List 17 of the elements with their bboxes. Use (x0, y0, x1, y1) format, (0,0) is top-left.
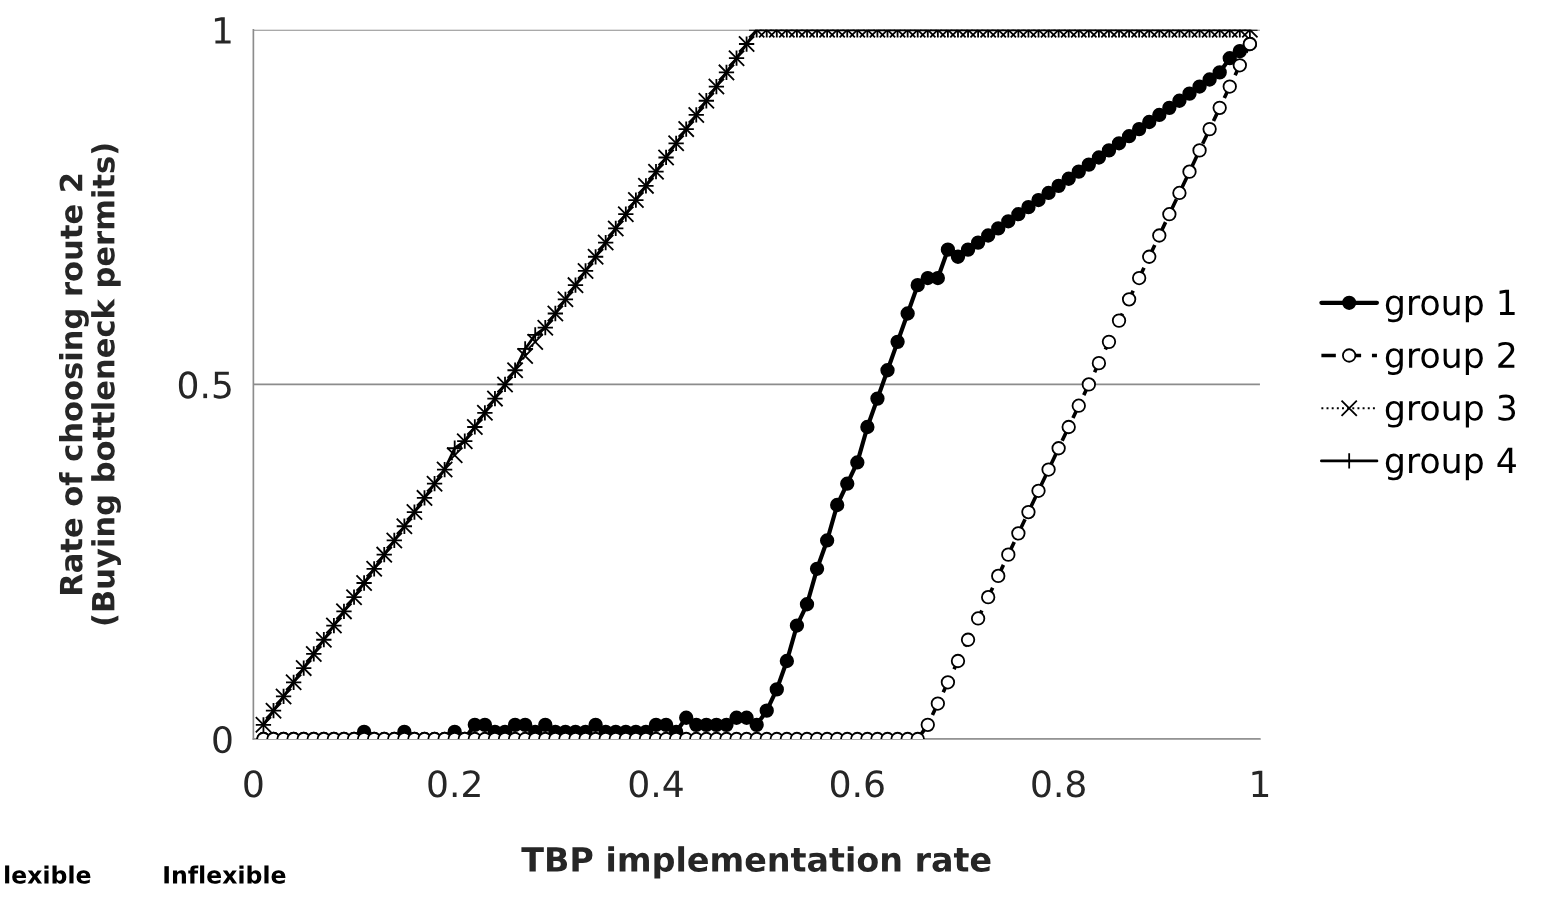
y-tick-label: 0 (213, 725, 232, 754)
text: Inflexible (164, 865, 286, 884)
x-tick-label: 1 (1252, 770, 1269, 798)
legend-label: group 2 (1385, 341, 1515, 375)
y-axis-title: Rate of choosing route 2 (Buying bottleneck permits) (59, 144, 121, 625)
x-tick-label: 0.6 (830, 770, 884, 798)
legend-label: group 3 (1385, 394, 1516, 428)
x-tick-label: 0.2 (428, 770, 480, 798)
x-tick-label: 0.4 (629, 770, 683, 798)
x-tick-label: 0 (244, 770, 263, 798)
y-tick-label: 0.5 (178, 371, 231, 399)
x-tick-label: 0.8 (1032, 770, 1085, 798)
x-axis-title: TBP implementation rate (521, 846, 991, 879)
legend-label: group 1 (1385, 289, 1515, 323)
y-tick-label: 1 (214, 17, 231, 44)
legend-label: group 4 (1385, 447, 1516, 481)
text: lexible (5, 865, 91, 884)
